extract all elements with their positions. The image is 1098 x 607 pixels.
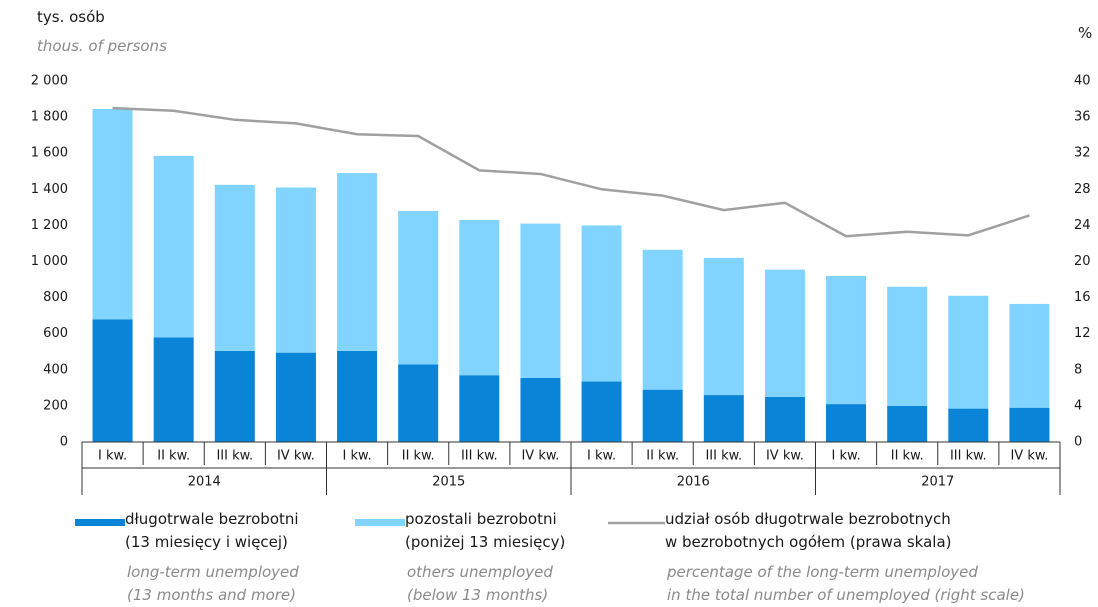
y2-tick-label: 20 xyxy=(1074,254,1091,269)
y-tick-label: 1 400 xyxy=(31,182,68,197)
bar xyxy=(214,350,255,442)
x-tick-label: III kw. xyxy=(461,449,498,464)
y-tick-label: 800 xyxy=(43,290,68,305)
x-tick-label: II kw. xyxy=(891,449,924,464)
bar xyxy=(703,395,744,442)
y-tick-label: 1 600 xyxy=(31,146,68,161)
line xyxy=(112,106,1030,238)
y2-tick-label: 12 xyxy=(1074,326,1091,341)
bar xyxy=(948,408,989,442)
legend-label-en: percentage of the long-term unemployed i… xyxy=(667,563,1025,604)
bar xyxy=(153,155,194,338)
bar xyxy=(275,187,316,353)
bar xyxy=(459,219,500,376)
y-tick-label: 200 xyxy=(43,398,68,413)
bar xyxy=(764,269,805,397)
bar xyxy=(703,257,744,396)
bar xyxy=(948,295,989,409)
x-tick-label: IV kw. xyxy=(1010,449,1048,464)
x-tick-label: III kw. xyxy=(216,449,253,464)
x-tick-label: III kw. xyxy=(950,449,987,464)
y2-tick-label: 24 xyxy=(1074,218,1091,233)
legend-swatch xyxy=(75,519,125,526)
y-tick-label: 1 800 xyxy=(31,110,68,125)
bar xyxy=(214,184,255,351)
bar xyxy=(337,173,378,351)
legend-label-en: long-term unemployed (13 months and more… xyxy=(127,563,299,604)
bar xyxy=(581,225,622,382)
x-tick-label: I kw. xyxy=(587,449,616,464)
bar xyxy=(398,210,439,365)
bar xyxy=(887,286,928,406)
x-tick-label: II kw. xyxy=(157,449,190,464)
x-tick-label: III kw. xyxy=(705,449,742,464)
bar xyxy=(275,352,316,442)
y-tick-label: 600 xyxy=(43,326,68,341)
y2-tick-label: 40 xyxy=(1074,74,1091,89)
y2-tick-label: 4 xyxy=(1074,398,1082,413)
bar xyxy=(398,364,439,442)
x-tick-label: IV kw. xyxy=(766,449,804,464)
bar xyxy=(581,381,622,442)
bar xyxy=(887,405,928,442)
x-tick-label: IV kw. xyxy=(277,449,315,464)
x-tick-label: II kw. xyxy=(402,449,435,464)
x-tick-label: I kw. xyxy=(832,449,861,464)
y2-tick-label: 0 xyxy=(1074,435,1082,450)
group-label: 2014 xyxy=(188,475,221,490)
x-tick-label: I kw. xyxy=(343,449,372,464)
bar xyxy=(92,108,133,320)
x-tick-label: IV kw. xyxy=(521,449,559,464)
legend-label: udział osób długotrwale bezrobotnych w b… xyxy=(665,510,952,551)
bar xyxy=(642,389,683,442)
y-tick-label: 1 000 xyxy=(31,254,68,269)
x-tick-label: I kw. xyxy=(98,449,127,464)
y2-tick-label: 32 xyxy=(1074,146,1091,161)
y2-tick-label: 28 xyxy=(1074,182,1091,197)
group-label: 2015 xyxy=(432,475,465,490)
y2-tick-label: 16 xyxy=(1074,290,1091,305)
group-label: 2016 xyxy=(677,475,710,490)
x-tick-label: II kw. xyxy=(646,449,679,464)
bar xyxy=(153,337,194,442)
bar xyxy=(1009,303,1050,408)
bar xyxy=(642,249,683,390)
bar xyxy=(459,375,500,442)
y-tick-label: 0 xyxy=(60,435,68,450)
y-axis-label-en: thous. of persons xyxy=(37,37,167,55)
y2-axis-label: % xyxy=(1078,24,1093,42)
legend-label: długotrwale bezrobotni (13 miesięcy i wi… xyxy=(125,510,299,551)
y-axis-label: tys. osób xyxy=(37,8,105,26)
bar xyxy=(826,404,867,442)
bar xyxy=(520,223,561,378)
bar xyxy=(1009,407,1050,442)
bar xyxy=(92,319,133,442)
bar xyxy=(764,396,805,442)
y-tick-label: 2 000 xyxy=(31,74,68,89)
y-tick-label: 400 xyxy=(43,362,68,377)
y-tick-label: 1 200 xyxy=(31,218,68,233)
legend-label-en: others unemployed (below 13 months) xyxy=(407,563,553,604)
group-label: 2017 xyxy=(921,475,954,490)
legend-swatch xyxy=(355,519,405,526)
legend-label: pozostali bezrobotni (poniżej 13 miesięc… xyxy=(405,510,566,551)
bar xyxy=(520,377,561,442)
y2-tick-label: 8 xyxy=(1074,362,1082,377)
bar xyxy=(826,275,867,405)
y2-tick-label: 36 xyxy=(1074,110,1091,125)
bar xyxy=(337,350,378,442)
